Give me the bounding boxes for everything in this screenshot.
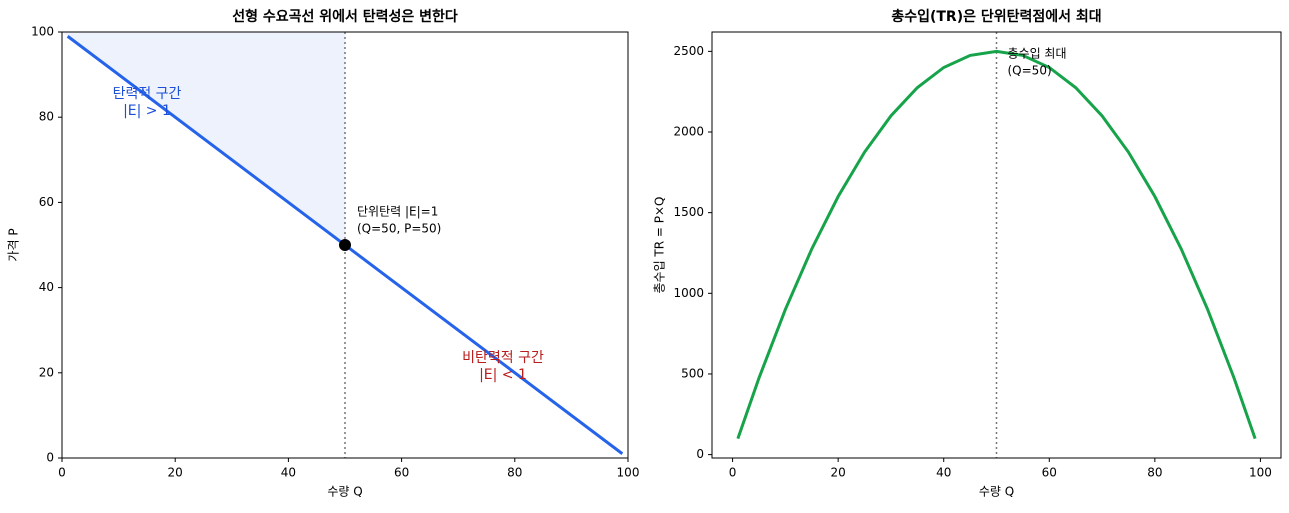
y-tick-label: 2500 <box>673 44 704 58</box>
x-tick-label: 80 <box>1147 466 1162 480</box>
y-tick-label: 0 <box>46 451 54 465</box>
data-line <box>736 49 1257 440</box>
x-tick-label: 0 <box>58 466 66 480</box>
annotation: 비탄력적 구간 <box>462 350 544 366</box>
x-tick-label: 20 <box>831 466 846 480</box>
x-tick-label: 60 <box>394 466 409 480</box>
y-tick-label: 20 <box>39 365 54 379</box>
annotation: (Q=50, P=50) <box>357 222 441 236</box>
y-tick-label: 1500 <box>673 205 704 219</box>
y-tick-label: 1000 <box>673 286 704 300</box>
x-tick-label: 0 <box>729 466 737 480</box>
annotation: 탄력적 구간 <box>113 86 182 102</box>
annotation: |E| > 1 <box>123 103 171 119</box>
x-tick-label: 80 <box>507 466 522 480</box>
y-tick-label: 500 <box>681 366 704 380</box>
elastic-region <box>62 32 345 245</box>
plot-frame <box>61 31 629 459</box>
x-axis-label: 수량 Q <box>979 485 1014 499</box>
annotation: 단위탄력 |E|=1 <box>357 205 438 219</box>
y-tick-label: 40 <box>39 280 54 294</box>
y-tick-label: 60 <box>39 195 54 209</box>
x-tick-label: 60 <box>1042 466 1057 480</box>
y-tick-label: 2000 <box>673 125 704 139</box>
chart-title: 총수입(TR)은 단위탄력점에서 최대 <box>891 8 1101 25</box>
x-tick-label: 20 <box>168 466 183 480</box>
annotation: (Q=50) <box>1008 64 1052 78</box>
y-tick-label: 0 <box>696 447 704 461</box>
x-tick-label: 40 <box>281 466 296 480</box>
y-tick-label: 80 <box>39 110 54 124</box>
y-axis-label: 총수입 TR = P×Q <box>653 196 667 293</box>
annotation: 총수입 최대 <box>1008 47 1067 61</box>
x-axis-label: 수량 Q <box>327 485 362 499</box>
chart-title: 선형 수요곡선 위에서 탄력성은 변한다 <box>232 8 458 25</box>
plot-frame <box>711 31 1282 459</box>
x-tick-label: 40 <box>936 466 951 480</box>
y-tick-label: 100 <box>31 25 54 39</box>
x-tick-label: 100 <box>617 466 640 480</box>
unit-elastic-point <box>339 239 351 251</box>
y-axis-label: 가격 P <box>7 228 21 261</box>
annotation: |E| < 1 <box>479 367 527 383</box>
x-tick-label: 100 <box>1249 466 1272 480</box>
